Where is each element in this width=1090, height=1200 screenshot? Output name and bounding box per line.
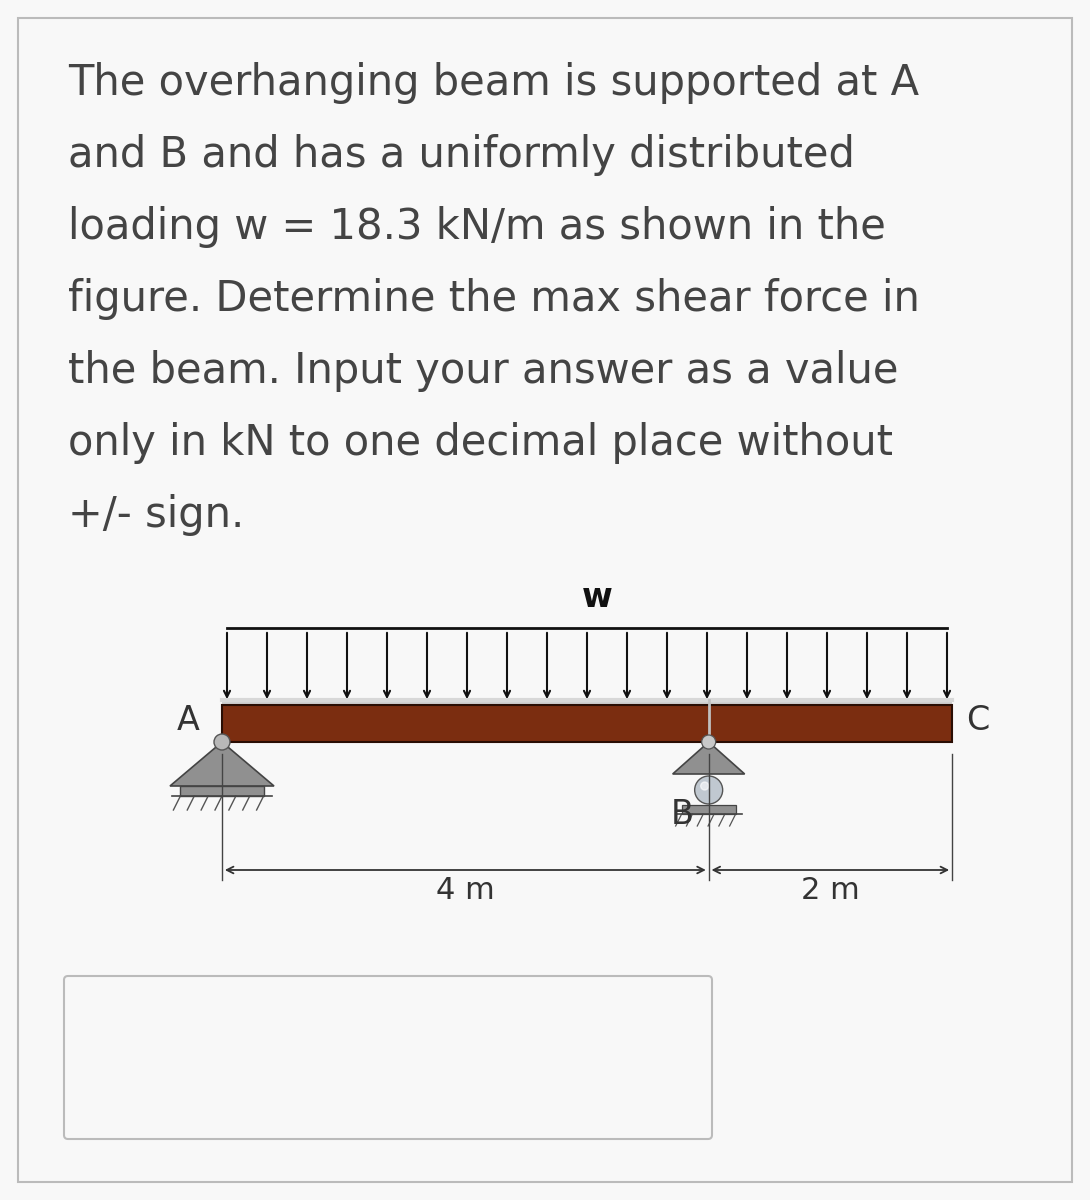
Text: 2 m: 2 m	[801, 876, 860, 905]
Text: and B and has a uniformly distributed: and B and has a uniformly distributed	[68, 134, 855, 176]
Text: figure. Determine the max shear force in: figure. Determine the max shear force in	[68, 278, 920, 320]
Text: 4 m: 4 m	[436, 876, 495, 905]
Circle shape	[214, 734, 230, 750]
Polygon shape	[673, 742, 744, 774]
Bar	[222, 704, 952, 742]
Bar	[681, 805, 736, 814]
FancyBboxPatch shape	[64, 976, 712, 1139]
Bar	[222, 700, 952, 704]
Text: B: B	[670, 798, 693, 830]
Polygon shape	[170, 742, 274, 786]
Circle shape	[701, 782, 708, 790]
Bar	[181, 786, 264, 796]
Text: the beam. Input your answer as a value: the beam. Input your answer as a value	[68, 350, 898, 392]
Circle shape	[702, 734, 716, 749]
Text: loading w = 18.3 kN/m as shown in the: loading w = 18.3 kN/m as shown in the	[68, 206, 886, 248]
Text: +/- sign.: +/- sign.	[68, 494, 244, 536]
Circle shape	[694, 776, 723, 804]
Text: w: w	[582, 581, 613, 614]
Text: only in kN to one decimal place without: only in kN to one decimal place without	[68, 422, 893, 464]
Text: C: C	[966, 704, 990, 738]
Text: A: A	[177, 704, 199, 738]
Text: The overhanging beam is supported at A: The overhanging beam is supported at A	[68, 62, 919, 104]
